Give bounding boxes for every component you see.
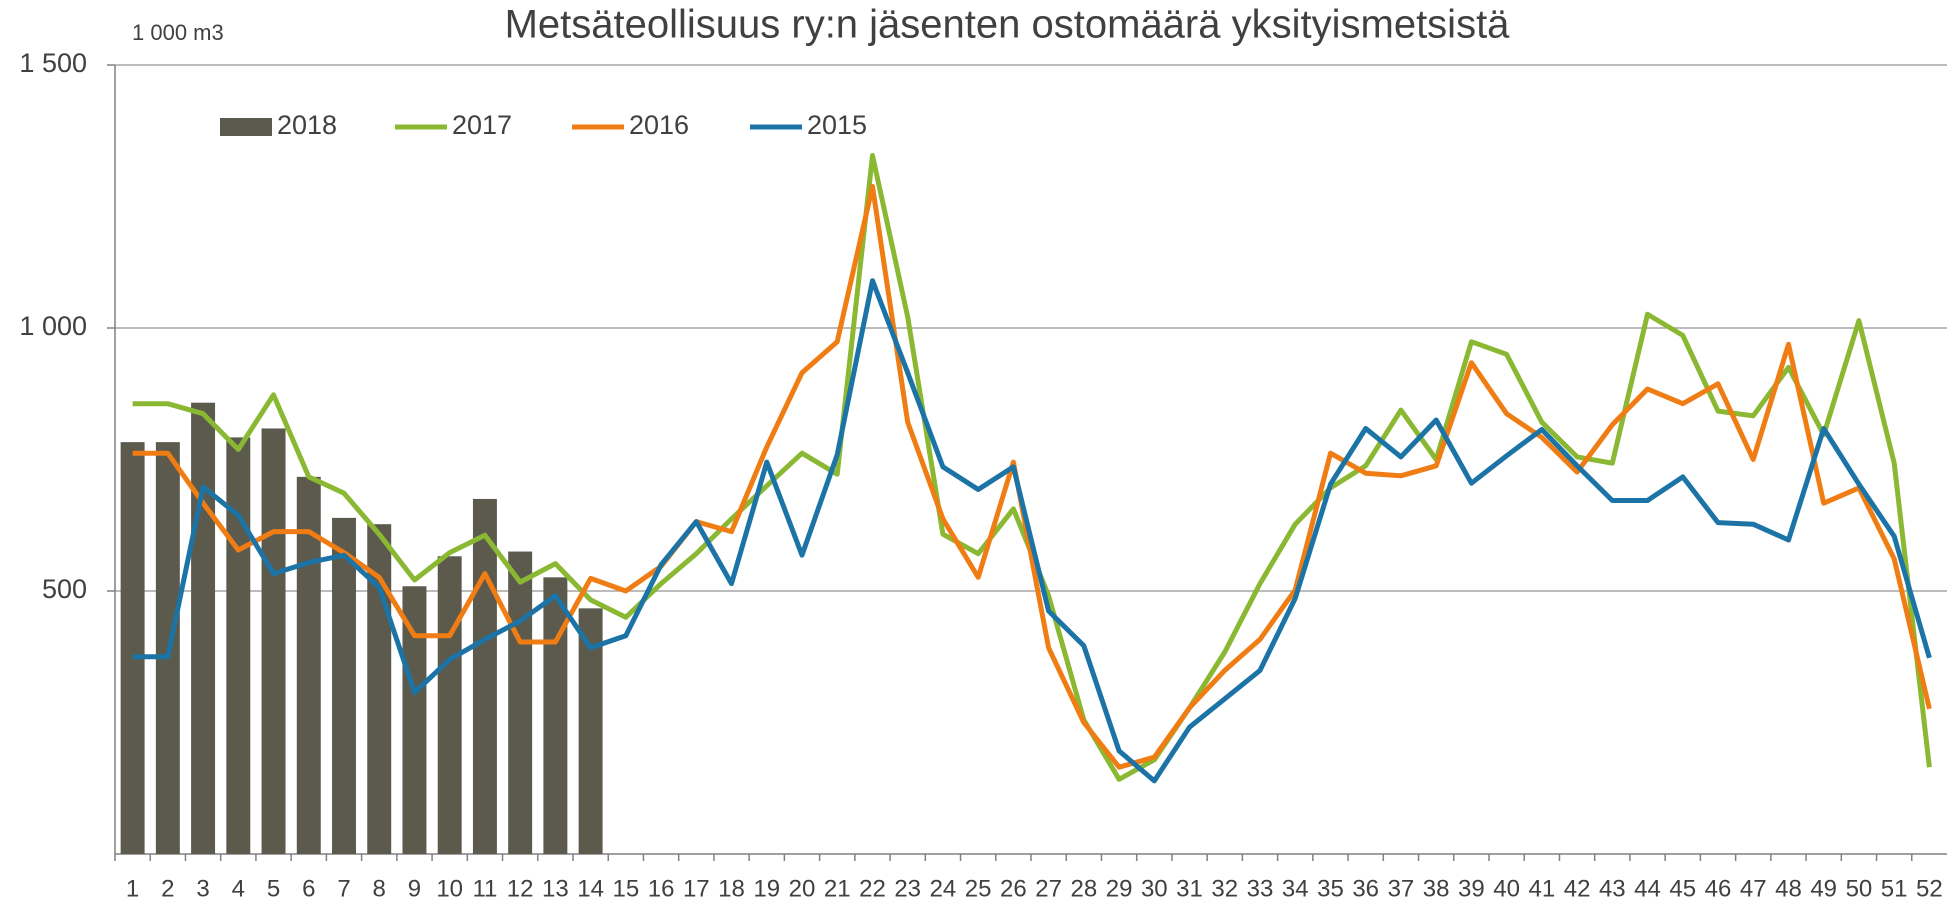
x-tick-label: 13	[542, 875, 569, 902]
line	[132, 153, 1932, 782]
bar	[508, 551, 533, 854]
x-tick-label: 8	[373, 875, 386, 902]
x-tick-label: 28	[1070, 875, 1097, 902]
x-tick-label: 44	[1634, 875, 1661, 902]
x-tick-label: 32	[1211, 875, 1238, 902]
bar	[261, 428, 286, 854]
x-tick-label: 11	[472, 875, 497, 902]
x-tick-label: 2	[161, 875, 174, 902]
line	[132, 184, 1932, 770]
x-tick-label: 16	[648, 875, 675, 902]
x-tick-label: 15	[612, 875, 639, 902]
x-tick-label: 27	[1035, 875, 1062, 902]
x-tick-label: 40	[1493, 875, 1520, 902]
x-tick-label: 49	[1810, 875, 1837, 902]
bar	[332, 517, 356, 854]
x-tick-label: 51	[1881, 875, 1908, 902]
x-tick-label: 17	[683, 875, 710, 902]
x-tick-label: 10	[436, 875, 463, 902]
x-tick-label: 29	[1106, 875, 1133, 902]
x-tick-label: 4	[232, 875, 245, 902]
bar	[437, 556, 462, 854]
x-tick-label: 35	[1317, 875, 1344, 902]
x-tick-label: 36	[1352, 875, 1379, 902]
x-tick-label: 26	[1000, 875, 1027, 902]
x-tick-label: 43	[1599, 875, 1626, 902]
x-tick-label: 42	[1564, 875, 1591, 902]
legend-label: 2015	[807, 110, 867, 140]
bar	[472, 498, 497, 854]
x-tick-label: 18	[718, 875, 745, 902]
bar	[296, 476, 321, 854]
x-tick-label: 1	[126, 875, 139, 902]
x-tick-label: 34	[1282, 875, 1309, 902]
legend-swatch	[220, 118, 272, 136]
x-tick-label: 23	[894, 875, 921, 902]
x-tick-label: 22	[859, 875, 886, 902]
y-tick-label: 1 000	[19, 311, 87, 341]
x-tick-label: 39	[1458, 875, 1485, 902]
x-tick-label: 25	[965, 875, 992, 902]
x-tick-label: 52	[1916, 875, 1943, 902]
x-tick-label: 31	[1176, 875, 1203, 902]
x-tick-label: 30	[1141, 875, 1168, 902]
bar	[120, 442, 145, 854]
x-tick-label: 46	[1705, 875, 1732, 902]
legend-label: 2016	[629, 110, 689, 140]
x-tick-label: 21	[824, 875, 851, 902]
x-tick-label: 33	[1247, 875, 1274, 902]
x-tick-label: 9	[408, 875, 421, 902]
x-tick-label: 14	[577, 875, 604, 902]
bar	[578, 608, 603, 854]
x-tick-label: 47	[1740, 875, 1767, 902]
x-tick-label: 24	[930, 875, 957, 902]
x-tick-label: 38	[1423, 875, 1450, 902]
x-tick-label: 41	[1528, 875, 1555, 902]
bar	[191, 402, 216, 854]
y-tick-label: 500	[42, 574, 87, 604]
x-tick-label: 48	[1775, 875, 1802, 902]
bar	[402, 586, 427, 854]
bar	[226, 437, 251, 854]
x-tick-label: 19	[753, 875, 780, 902]
bar	[543, 577, 568, 854]
y-axis-unit: 1 000 m3	[132, 20, 224, 45]
x-tick-label: 7	[337, 875, 350, 902]
y-tick-label: 1 500	[19, 48, 87, 78]
x-tick-label: 3	[196, 875, 209, 902]
legend-label: 2018	[277, 110, 337, 140]
x-tick-label: 45	[1669, 875, 1696, 902]
x-tick-label: 6	[302, 875, 315, 902]
x-tick-label: 37	[1388, 875, 1415, 902]
x-tick-label: 12	[507, 875, 534, 902]
chart-title: Metsäteollisuus ry:n jäsenten ostomäärä …	[505, 3, 1511, 47]
x-tick-label: 5	[267, 875, 280, 902]
legend-label: 2017	[452, 110, 512, 140]
x-tick-label: 20	[789, 875, 816, 902]
x-tick-label: 50	[1846, 875, 1873, 902]
line	[132, 278, 1932, 784]
